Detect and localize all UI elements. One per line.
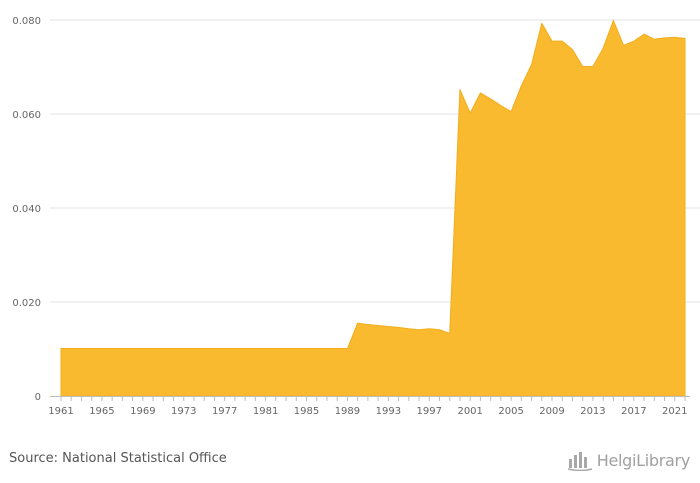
x-tick-label: 1965 [89,406,114,417]
y-tick-label: 0.080 [12,16,41,27]
source-note: Source: National Statistical Office [9,451,227,466]
x-tick-label: 2021 [662,406,687,417]
x-tick-label: 2009 [539,406,564,417]
y-tick-label: 0.040 [12,204,41,215]
brand-name: HelgiLibrary [596,450,691,470]
y-tick-label: 0.060 [12,110,41,121]
x-tick-label: 1981 [253,406,278,417]
x-tick-label: 1973 [171,406,196,417]
x-tick-label: 1997 [417,406,442,417]
x-tick-label: 2017 [621,406,646,417]
x-tick-label: 2001 [457,406,482,417]
y-tick-label: 0 [35,392,41,403]
library-bars-icon [567,452,592,471]
x-tick-label: 1985 [294,406,319,417]
x-tick-label: 1993 [376,406,401,417]
data-area [60,19,686,397]
brand-logo: HelgiLibrary [567,446,690,474]
x-tick-label: 1977 [212,406,237,417]
x-tick-label: 2005 [498,406,523,417]
x-tick-label: 2013 [580,406,605,417]
y-tick-label: 0.020 [12,298,41,309]
chart-footer: Source: National Statistical Office Helg… [0,440,700,483]
x-axis-tick-labels: 1961 1965 1969 1973 1977 1981 1985 1989 1993 1997… [48,406,687,417]
x-tick-label: 1961 [48,406,73,417]
x-tick-label: 1969 [130,406,155,417]
y-axis-tick-labels: 0 0.020 0.040 0.060 0.080 [12,16,41,403]
x-tick-label: 1989 [335,406,360,417]
x-axis-ticks [60,397,686,401]
